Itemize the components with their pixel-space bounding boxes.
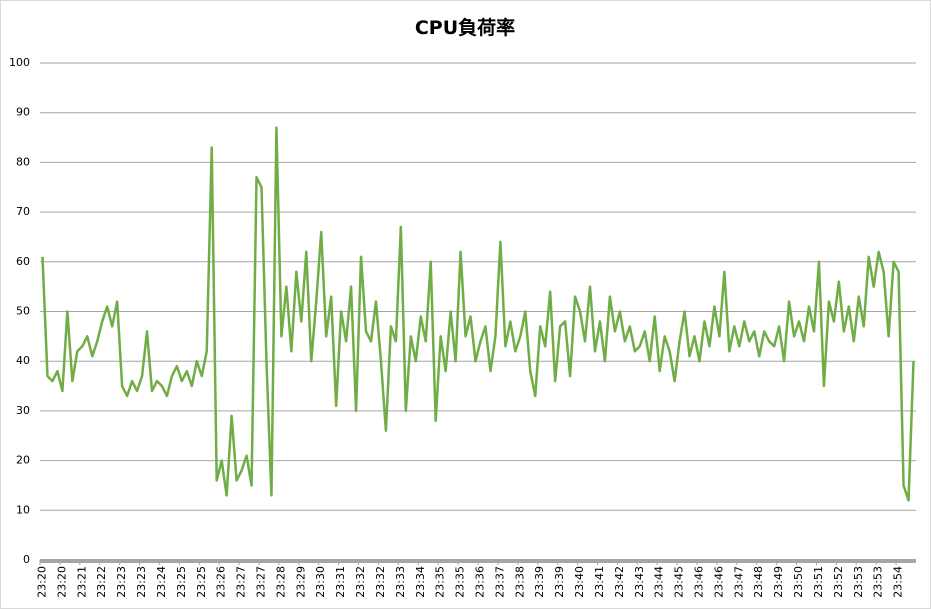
y-tick-label: 50 [16, 305, 30, 318]
x-tick-label: 23:38 [513, 566, 526, 598]
x-tick-label: 23:53 [852, 566, 865, 598]
x-tick-label: 23:20 [35, 566, 48, 598]
x-tick-label: 23:49 [772, 566, 785, 598]
x-tick-label: 23:35 [434, 566, 447, 598]
x-tick-label: 23:27 [254, 566, 267, 598]
x-tick-label: 23:23 [135, 566, 148, 598]
x-tick-label: 23:39 [533, 566, 546, 598]
x-tick-label: 23:35 [454, 566, 467, 598]
x-tick-label: 23:40 [573, 566, 586, 598]
y-tick-label: 100 [9, 56, 30, 69]
x-tick-label: 23:26 [215, 566, 228, 598]
x-tick-label: 23:48 [752, 566, 765, 598]
x-tick-label: 23:21 [75, 566, 88, 598]
x-tick-label: 23:52 [832, 566, 845, 598]
y-tick-label: 80 [16, 155, 30, 168]
y-tick-label: 30 [16, 404, 30, 417]
x-tick-label: 23:23 [115, 566, 128, 598]
x-tick-label: 23:45 [673, 566, 686, 598]
x-tick-label: 23:29 [294, 566, 307, 598]
x-tick-label: 23:47 [732, 566, 745, 598]
x-tick-label: 23:36 [473, 566, 486, 598]
x-tick-label: 23:54 [892, 566, 905, 598]
x-tick-label: 23:39 [553, 566, 566, 598]
x-tick-label: 23:43 [633, 566, 646, 598]
x-tick-label: 23:53 [872, 566, 885, 598]
x-tick-label: 23:25 [175, 566, 188, 598]
x-tick-label: 23:25 [195, 566, 208, 598]
x-tick-label: 23:42 [613, 566, 626, 598]
x-tick-label: 23:37 [493, 566, 506, 598]
x-tick-label: 23:32 [374, 566, 387, 598]
x-tick-label: 23:33 [394, 566, 407, 598]
y-tick-label: 70 [16, 205, 30, 218]
x-tick-label: 23:44 [653, 566, 666, 598]
y-tick-label: 90 [16, 106, 30, 119]
x-tick-label: 23:32 [354, 566, 367, 598]
y-tick-label: 60 [16, 255, 30, 268]
y-tick-label: 20 [16, 454, 30, 467]
x-tick-label: 23:46 [692, 566, 705, 598]
x-tick-label: 23:50 [792, 566, 805, 598]
data-line [41, 126, 915, 502]
y-tick-label: 40 [16, 354, 30, 367]
x-tick-label: 23:51 [812, 566, 825, 598]
x-tick-label: 23:28 [274, 566, 287, 598]
x-tick-label: 23:31 [334, 566, 347, 598]
y-tick-label: 10 [16, 503, 30, 516]
x-tick-label: 23:22 [95, 566, 108, 598]
x-tick-label: 23:34 [414, 566, 427, 598]
x-tick-label: 23:24 [155, 566, 168, 598]
x-tick-label: 23:46 [712, 566, 725, 598]
x-tick-label: 23:27 [235, 566, 248, 598]
y-tick-label: 0 [23, 553, 30, 566]
x-tick-label: 23:20 [55, 566, 68, 598]
chart-title: CPU負荷率 [415, 16, 515, 39]
x-tick-label: 23:41 [593, 566, 606, 598]
x-tick-label: 23:30 [314, 566, 327, 598]
